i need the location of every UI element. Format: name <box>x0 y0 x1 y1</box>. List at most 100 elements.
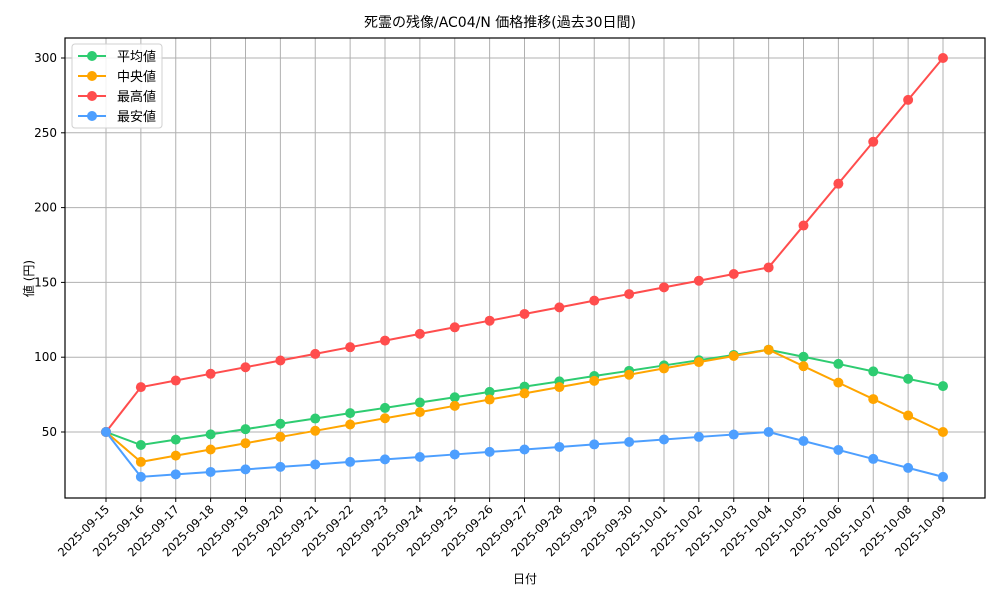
data-point <box>554 382 565 393</box>
data-point <box>205 368 216 379</box>
data-point <box>903 94 914 105</box>
data-point <box>380 454 390 465</box>
data-point <box>798 435 809 446</box>
data-point <box>345 408 356 419</box>
data-point <box>624 437 635 448</box>
data-point <box>728 269 739 280</box>
svg-text:250: 250 <box>34 126 57 140</box>
svg-text:50: 50 <box>42 425 57 439</box>
data-point <box>938 53 948 63</box>
data-point <box>310 348 321 359</box>
data-point <box>728 429 739 440</box>
data-point <box>868 394 879 405</box>
data-point <box>380 413 390 424</box>
series-2 <box>101 53 948 437</box>
data-point <box>833 377 844 388</box>
data-point <box>345 419 356 430</box>
data-point <box>589 295 600 306</box>
data-point <box>135 456 146 467</box>
data-point <box>414 451 425 462</box>
legend-label: 中央値 <box>117 69 156 85</box>
data-point <box>170 434 181 445</box>
data-point <box>693 275 704 286</box>
data-point <box>275 418 286 429</box>
data-point <box>484 386 495 397</box>
data-point <box>205 429 216 440</box>
data-point <box>519 444 530 455</box>
data-point <box>205 466 216 477</box>
data-point <box>624 369 635 380</box>
grid <box>65 38 985 498</box>
data-point <box>938 381 948 392</box>
data-point <box>240 362 251 373</box>
data-point <box>798 220 809 231</box>
data-point <box>414 407 425 418</box>
svg-text:100: 100 <box>34 350 57 364</box>
data-point <box>833 358 844 369</box>
data-point <box>449 400 460 411</box>
data-point <box>275 431 286 442</box>
data-point <box>693 431 704 442</box>
data-point <box>798 351 809 362</box>
data-point <box>170 375 181 386</box>
svg-text:150: 150 <box>34 275 57 289</box>
data-point <box>135 382 146 393</box>
data-point <box>763 262 774 273</box>
data-point <box>833 178 844 189</box>
legend-label: 平均値 <box>117 49 156 65</box>
data-point <box>449 392 460 403</box>
data-point <box>659 363 669 374</box>
legend-marker-icon <box>87 51 97 61</box>
data-point <box>101 427 111 437</box>
x-axis-ticks: 2025-09-152025-09-162025-09-172025-09-18… <box>55 498 949 559</box>
data-point <box>589 375 600 386</box>
data-point <box>484 394 495 405</box>
data-point <box>659 282 669 293</box>
data-point <box>310 459 321 470</box>
data-point <box>135 440 146 451</box>
series-1 <box>101 344 948 467</box>
data-point <box>449 322 460 333</box>
data-point <box>414 328 425 339</box>
data-point <box>659 434 669 445</box>
data-point <box>868 453 879 464</box>
data-point <box>868 366 879 377</box>
series-3 <box>101 427 948 482</box>
svg-text:200: 200 <box>34 201 57 215</box>
legend-marker-icon <box>87 71 97 81</box>
data-point <box>938 427 948 437</box>
data-point <box>554 302 565 313</box>
data-point <box>833 444 844 455</box>
data-point <box>240 424 251 435</box>
legend-marker-icon <box>87 91 97 101</box>
data-point <box>763 427 774 437</box>
y-axis-ticks: 50 100 150 200 250 300 <box>34 51 65 439</box>
data-point <box>449 449 460 460</box>
data-point <box>240 464 251 475</box>
data-point <box>903 373 914 384</box>
data-point <box>763 344 774 355</box>
data-point <box>380 335 390 346</box>
data-point <box>380 402 390 413</box>
data-point <box>135 471 146 482</box>
data-point <box>589 439 600 450</box>
data-point <box>170 469 181 480</box>
data-point <box>345 456 356 467</box>
data-point <box>728 351 739 362</box>
data-point <box>414 397 425 408</box>
data-point <box>484 446 495 457</box>
legend-marker-icon <box>87 111 97 121</box>
x-axis-label: 日付 <box>512 572 537 586</box>
data-point <box>275 355 286 366</box>
data-point <box>310 425 321 436</box>
data-point <box>693 357 704 368</box>
data-point <box>205 444 216 455</box>
data-point <box>275 461 286 472</box>
legend-label: 最高値 <box>117 89 156 105</box>
data-point <box>170 450 181 461</box>
data-point <box>903 462 914 473</box>
legend-label: 最安値 <box>117 109 156 125</box>
